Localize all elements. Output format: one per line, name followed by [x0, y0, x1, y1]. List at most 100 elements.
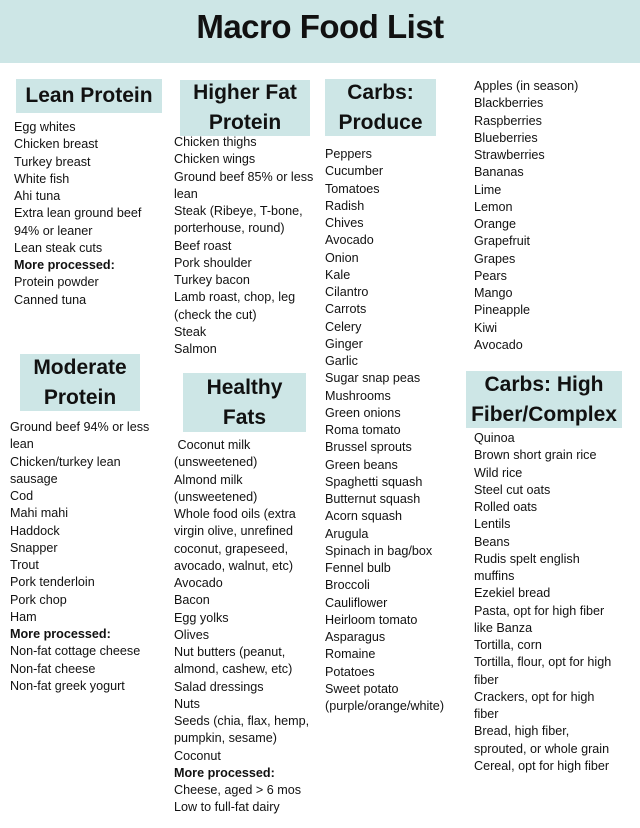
list-item: Arugula: [325, 526, 369, 541]
list-item: Cucumber: [325, 164, 384, 179]
list-item: like Banza: [474, 620, 533, 635]
heading-moderate-protein: Moderate Protein: [20, 354, 140, 411]
list-item: Orange: [474, 217, 517, 231]
list-item: Onion: [325, 250, 359, 265]
list-item: Bacon: [174, 593, 210, 608]
list-item: Pineapple: [474, 303, 531, 318]
heading-carbs-produce: Carbs: Produce: [325, 79, 436, 136]
list-item: Raspberries: [474, 113, 542, 128]
list-item: Avocado: [174, 576, 223, 590]
list-item: Spinach in bag/box: [325, 543, 433, 558]
list-item: lean: [174, 186, 198, 201]
heading-carbs-high-fiber: Carbs: High Fiber/Complex: [466, 371, 622, 428]
list-item: Low to full-fat dairy: [174, 800, 280, 815]
list-item: Salmon: [174, 342, 217, 356]
list-item: Ground beef 94% or less: [10, 420, 150, 434]
list-item: Chicken thighs: [174, 135, 257, 149]
list-item: porterhouse, round): [174, 221, 285, 236]
list-item: Haddock: [10, 523, 60, 538]
list-item: Trout: [10, 558, 39, 572]
list-item: Olives: [174, 627, 209, 642]
list-item: Tortilla, flour, opt for high: [474, 655, 612, 670]
subheading: More processed:: [174, 765, 275, 780]
list-item: Cheese, aged > 6 mos: [174, 783, 302, 797]
list-item: Cod: [10, 489, 34, 503]
list-item: Heirloom tomato: [325, 612, 418, 627]
list-item: Bread, high fiber,: [474, 724, 570, 739]
list-item: Garlic: [325, 354, 358, 368]
heading-lean-protein: Lean Protein: [16, 79, 162, 113]
list-item: Carrots: [325, 302, 367, 317]
list-item: Mahi mahi: [10, 506, 69, 521]
list-item: Coconut: [174, 748, 221, 763]
list-item: Lamb roast, chop, leg: [174, 290, 296, 305]
list-item: Sugar snap peas: [325, 371, 421, 386]
list-item: Grapefruit: [474, 234, 530, 249]
list-item: Seeds (chia, flax, hemp,: [174, 714, 310, 728]
list-item: Green onions: [325, 405, 401, 420]
list-item: Blueberries: [474, 130, 538, 145]
list-item: Ginger: [325, 336, 363, 351]
subheading: More processed:: [14, 258, 115, 272]
list-item: Quinoa: [474, 431, 515, 445]
subheading: More processed:: [10, 627, 111, 641]
list-item: Snapper: [10, 540, 58, 555]
list-item: Non-fat cheese: [10, 661, 96, 676]
list-item: Ground beef 85% or less: [174, 169, 314, 184]
list-lean-protein: Egg whites Chicken breast Turkey breast Whi…: [14, 119, 141, 309]
list-item: sprouted, or whole grain: [474, 741, 610, 756]
list-item: Beans: [474, 534, 510, 549]
list-item: Pork chop: [10, 592, 67, 607]
list-item: Coconut milk: [174, 438, 251, 452]
list-carbs-high-fiber: Quinoa Brown short grain rice Wild rice Ste…: [474, 430, 611, 775]
list-item: virgin olive, unrefined: [174, 524, 294, 539]
list-carbs-produce: Peppers Cucumber Tomatoes Radish Chives Avoca…: [325, 146, 444, 715]
list-item: (check the cut): [174, 307, 257, 322]
list-item: Acorn squash: [325, 509, 403, 524]
list-item: Beef roast: [174, 238, 232, 253]
list-item: Salad dressings: [174, 679, 264, 694]
list-item: Canned tuna: [14, 292, 87, 307]
list-item: Fennel bulb: [325, 561, 391, 575]
list-healthy-fats: Coconut milk (unsweetened) Almond milk (uns…: [174, 437, 309, 817]
list-item: Protein powder: [14, 275, 99, 290]
list-item: Roma tomato: [325, 423, 401, 437]
list-item: Whole food oils (extra: [174, 507, 296, 521]
list-item: Nuts: [174, 696, 200, 711]
list-item: Chicken/turkey lean: [10, 454, 121, 469]
list-item: Spaghetti squash: [325, 474, 423, 489]
list-item: Brussel sprouts: [325, 440, 412, 455]
list-item: Grapes: [474, 251, 516, 266]
list-item: Chives: [325, 216, 364, 230]
list-item: Broccoli: [325, 578, 370, 593]
list-item: coconut, grapeseed,: [174, 541, 289, 556]
list-item: Peppers: [325, 147, 372, 161]
list-item: Pears: [474, 268, 507, 283]
list-item: Turkey bacon: [174, 273, 250, 287]
list-item: Asparagus: [325, 630, 386, 644]
list-item: Celery: [325, 319, 362, 334]
list-item: Rudis spelt english: [474, 551, 580, 566]
list-item: Lean steak cuts: [14, 240, 103, 255]
list-item: Radish: [325, 198, 365, 213]
list-item: Potatoes: [325, 664, 375, 679]
list-item: Chicken wings: [174, 152, 256, 167]
list-item: Kale: [325, 267, 351, 282]
list-item: 94% or leaner: [14, 223, 93, 238]
list-item: Ezekiel bread: [474, 586, 551, 601]
list-item: Mushrooms: [325, 388, 391, 403]
list-item: Non-fat cottage cheese: [10, 644, 141, 659]
list-item: Cereal, opt for high fiber: [474, 758, 610, 773]
list-item: Steel cut oats: [474, 482, 551, 497]
list-item: avocado, walnut, etc): [174, 558, 294, 573]
list-item: Extra lean ground beef: [14, 206, 142, 221]
list-item: almond, cashew, etc): [174, 662, 293, 677]
list-item: Brown short grain rice: [474, 448, 597, 463]
list-item: fiber: [474, 707, 499, 721]
list-item: Avocado: [325, 233, 374, 248]
list-item: Green beans: [325, 457, 398, 472]
list-item: Egg yolks: [174, 610, 229, 625]
list-item: Non-fat greek yogurt: [10, 678, 125, 693]
list-item: Sweet potato: [325, 681, 399, 696]
